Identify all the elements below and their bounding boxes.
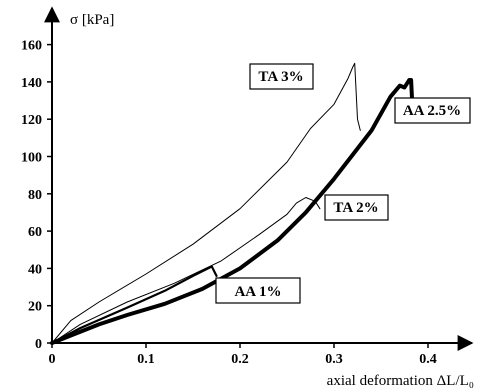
- series-label-text: AA 2.5%: [403, 103, 461, 119]
- y-tick-label: 60: [28, 225, 42, 240]
- series-label-aa25: AA 2.5%: [394, 97, 471, 124]
- series-lines: [50, 62, 415, 345]
- y-tick-label: 20: [28, 300, 42, 315]
- y-axis-label: σ [kPa]: [70, 12, 114, 28]
- x-tick-label: 0.4: [419, 352, 437, 367]
- y-tick-label: 40: [28, 262, 42, 277]
- y-tick-label: 140: [21, 76, 42, 91]
- x-axis-ticks: 0 0.1 0.2 0.3 0.4: [49, 343, 437, 367]
- y-tick-label: 0: [35, 337, 42, 352]
- x-tick-label: 0.3: [325, 352, 343, 367]
- x-tick-label: 0.2: [231, 352, 249, 367]
- x-tick-label: 0.1: [137, 352, 155, 367]
- series-line-ta-2: [51, 197, 321, 344]
- y-axis-ticks: 0 20 40 60 80 100 120 140 160: [21, 39, 52, 352]
- y-tick-label: 80: [28, 188, 42, 203]
- series-label-text: TA 2%: [333, 200, 378, 216]
- y-tick-label: 120: [21, 113, 42, 128]
- series-label-box: [249, 63, 314, 90]
- x-axis-label: axial deformation ΔL/L₀: [327, 373, 474, 389]
- series-label-box: [394, 97, 471, 124]
- series-label-ta2: TA 2%: [324, 194, 389, 221]
- y-tick-label: 100: [21, 151, 42, 166]
- series-line-ta-3: [51, 62, 361, 344]
- series-label-box: [215, 277, 301, 304]
- series-label-text: TA 3%: [258, 69, 303, 85]
- series-line-aa-2-5: [50, 78, 415, 345]
- y-tick-label: 160: [21, 39, 42, 54]
- series-label-box: [324, 194, 389, 221]
- x-tick-label: 0: [49, 352, 56, 367]
- series-label-aa1: AA 1%: [215, 277, 301, 304]
- series-label-text: AA 1%: [234, 284, 281, 300]
- series-label-ta3: TA 3%: [249, 63, 314, 90]
- series-line-aa-1: [50, 265, 218, 345]
